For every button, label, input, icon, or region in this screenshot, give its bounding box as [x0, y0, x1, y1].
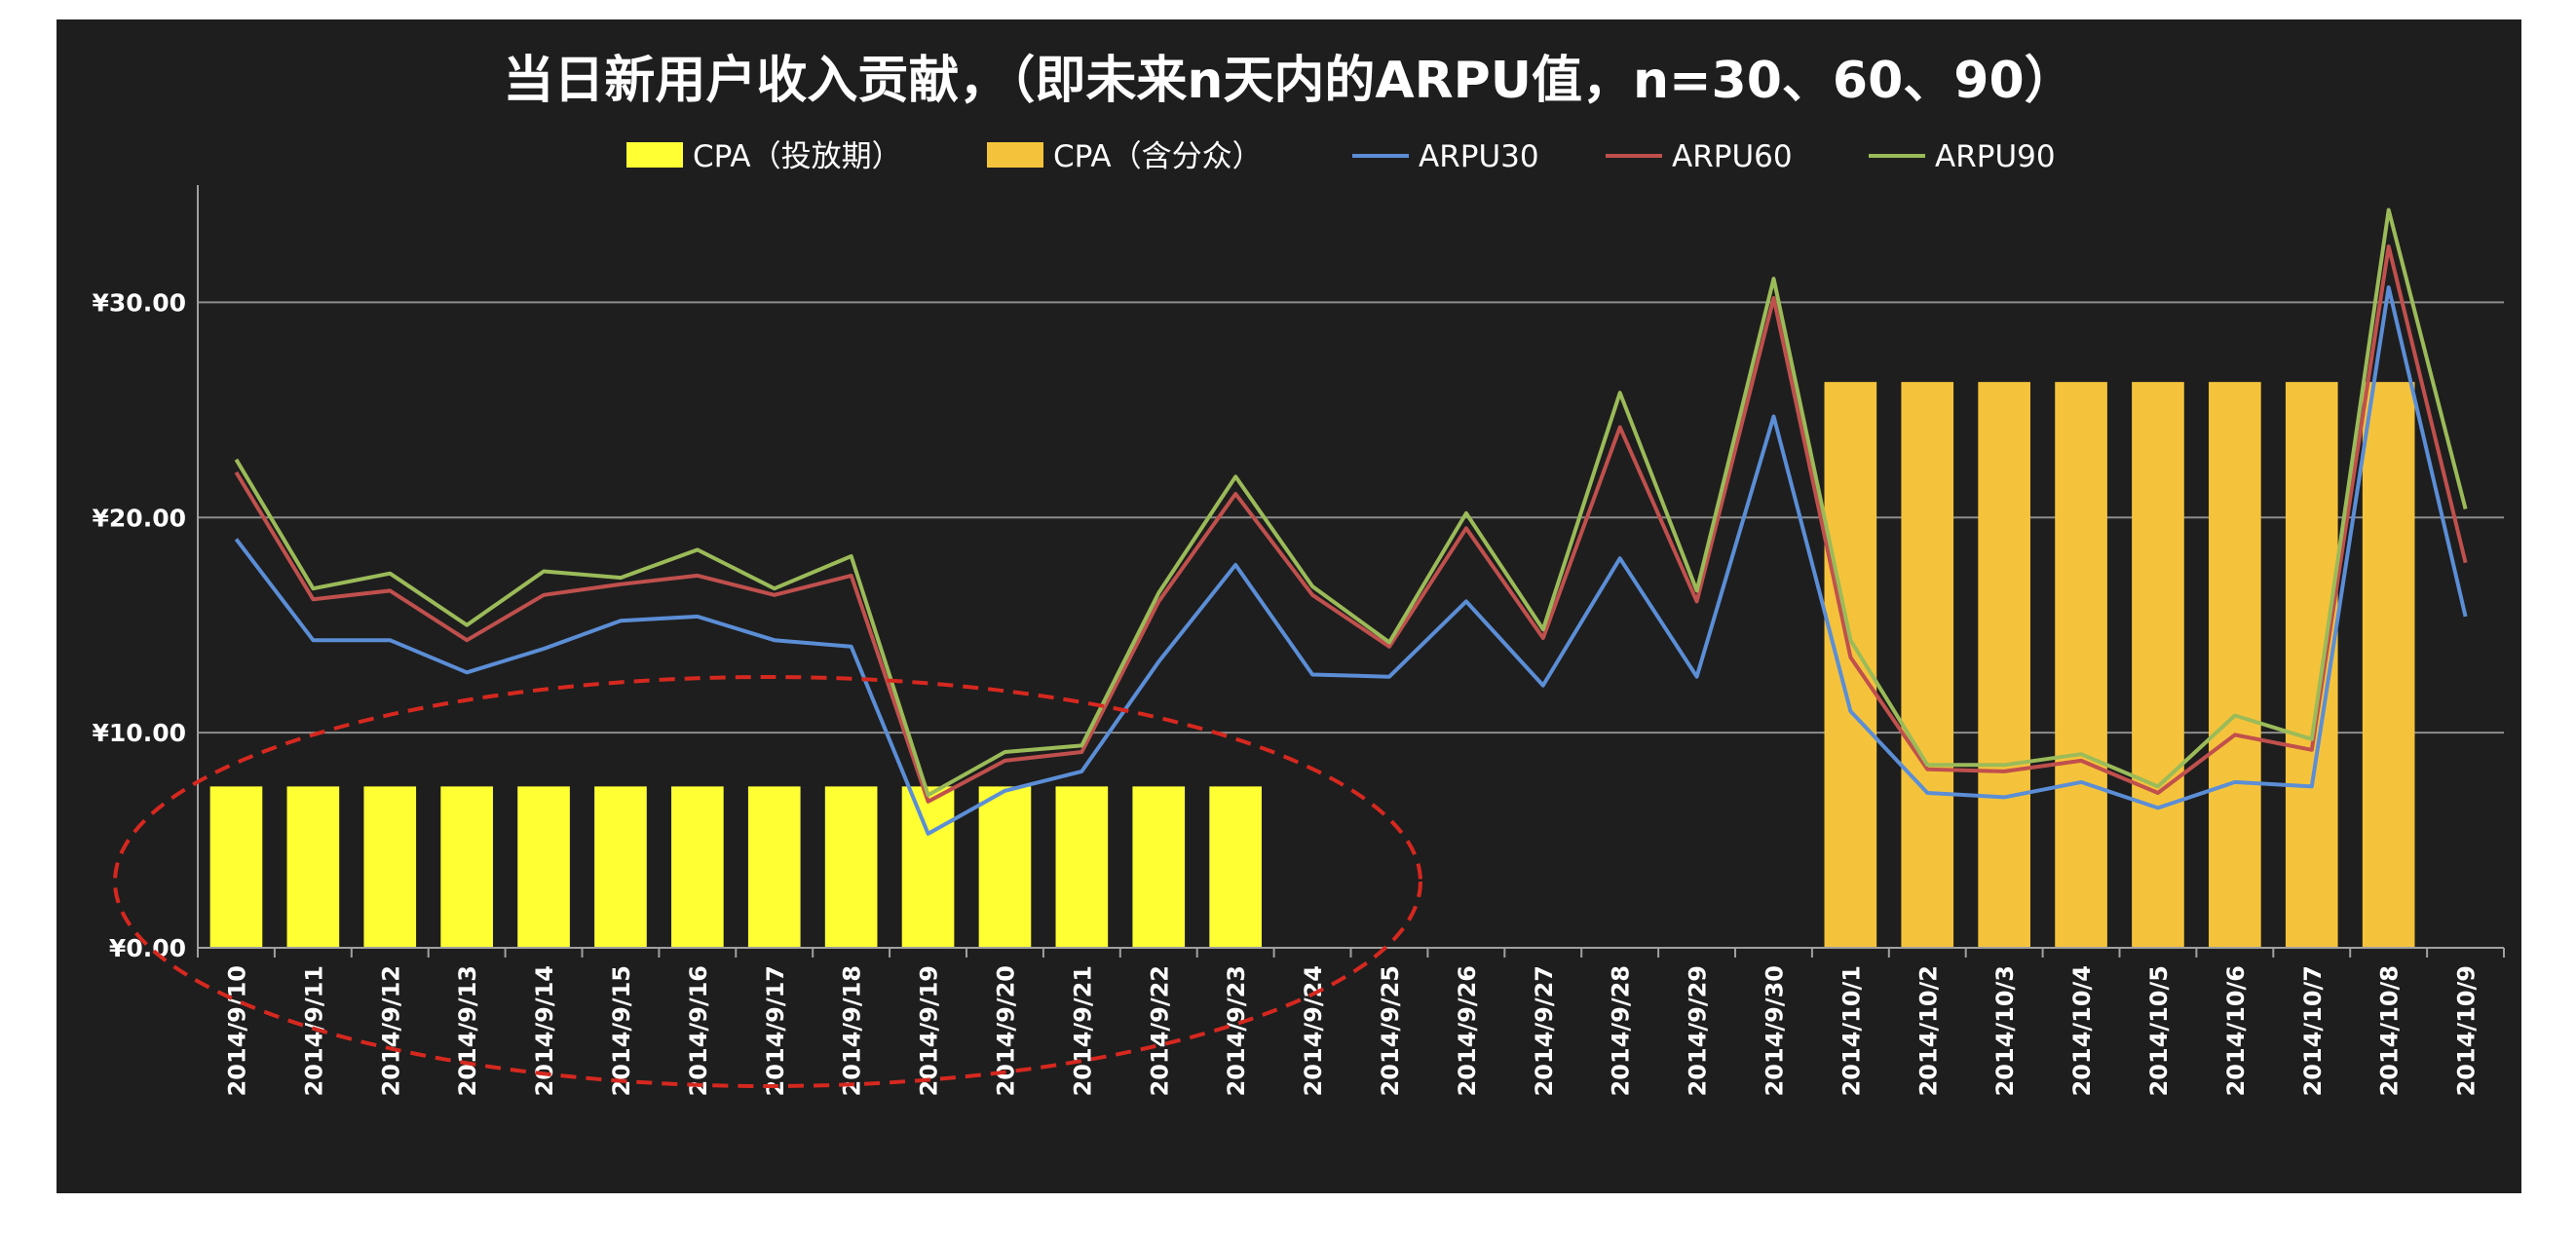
- y-tick-label: ¥30.00: [93, 288, 186, 317]
- x-tick-label: 2014/10/4: [2068, 965, 2096, 1096]
- bar: [1132, 786, 1186, 948]
- bar: [594, 786, 647, 948]
- x-tick-label: 2014/9/16: [685, 965, 712, 1096]
- annotation-layer: [113, 675, 1422, 1088]
- bar: [671, 786, 724, 948]
- y-tick-label: ¥20.00: [93, 504, 186, 532]
- bar: [2362, 382, 2415, 948]
- x-tick-label: 2014/9/21: [1069, 965, 1096, 1096]
- y-tick-label: ¥0.00: [109, 934, 186, 962]
- bar: [747, 786, 801, 948]
- series-lines: [234, 207, 2468, 836]
- legend-label: CPA（含分众）: [1053, 139, 1263, 174]
- legend-label: ARPU60: [1672, 139, 1793, 174]
- y-axis-ticks: ¥0.00 ¥10.00 ¥20.00 ¥30.00: [93, 288, 186, 962]
- x-tick-label: 2014/10/7: [2299, 965, 2327, 1096]
- bar: [2132, 382, 2184, 948]
- annotation-ellipse: [113, 675, 1422, 1088]
- x-tick-label: 2014/10/9: [2453, 965, 2481, 1096]
- bar: [440, 786, 493, 948]
- series-line: [234, 244, 2468, 804]
- x-tick-label: 2014/10/2: [1914, 965, 1942, 1096]
- x-tick-label: 2014/10/3: [1991, 965, 2019, 1096]
- series-line: [234, 285, 2468, 836]
- x-tick-label: 2014/9/24: [1300, 965, 1327, 1096]
- x-tick-label: 2014/9/30: [1761, 965, 1788, 1096]
- x-tick-label: 2014/9/17: [762, 965, 789, 1096]
- x-tick-label: 2014/9/26: [1454, 965, 1481, 1096]
- x-tick-label: 2014/9/22: [1146, 965, 1173, 1096]
- bar: [2055, 382, 2107, 948]
- x-tick-label: 2014/9/13: [454, 965, 481, 1096]
- x-tick-label: 2014/10/8: [2376, 965, 2404, 1096]
- bar: [1901, 382, 1954, 948]
- chart-frame: 当日新用户收入贡献，（即未来n天内的ARPU值，n=30、60、90） CPA（…: [57, 19, 2521, 1193]
- bar: [824, 786, 878, 948]
- x-tick-label: 2014/10/1: [1837, 965, 1865, 1096]
- bar: [2209, 382, 2261, 948]
- legend-label: ARPU30: [1419, 139, 1539, 174]
- x-tick-label: 2014/9/15: [608, 965, 635, 1096]
- bar: [363, 786, 417, 948]
- x-tick-label: 2014/10/6: [2222, 965, 2250, 1096]
- legend-label: CPA（投放期）: [693, 139, 902, 174]
- axes: [197, 185, 2505, 958]
- bar: [978, 786, 1032, 948]
- x-tick-label: 2014/9/19: [916, 965, 943, 1096]
- x-tick-label: 2014/9/23: [1223, 965, 1250, 1096]
- chart-title: 当日新用户收入贡献，（即未来n天内的ARPU值，n=30、60、90）: [503, 52, 2074, 110]
- x-axis-ticks: 2014/9/10 2014/9/11 2014/9/12 2014/9/13 2014…: [223, 965, 2480, 1096]
- legend-label: ARPU90: [1935, 139, 2056, 174]
- legend: CPA（投放期） CPA（含分众） ARPU30 ARPU60 ARPU90: [626, 139, 2056, 174]
- bar: [517, 786, 570, 948]
- x-tick-label: 2014/9/18: [839, 965, 866, 1096]
- bar: [1978, 382, 2030, 948]
- bar: [286, 786, 340, 948]
- legend-swatch: [626, 142, 683, 168]
- series-line: [234, 207, 2468, 798]
- bars: [209, 382, 2415, 948]
- x-tick-label: 2014/9/27: [1531, 965, 1558, 1096]
- y-tick-label: ¥10.00: [93, 719, 186, 747]
- x-tick-label: 2014/9/12: [377, 965, 404, 1096]
- bar: [1055, 786, 1109, 948]
- x-tick-label: 2014/9/28: [1608, 965, 1635, 1096]
- x-tick-label: 2014/9/10: [223, 965, 250, 1096]
- bar: [209, 786, 263, 948]
- x-tick-label: 2014/10/5: [2145, 965, 2173, 1096]
- chart-canvas: 当日新用户收入贡献，（即未来n天内的ARPU值，n=30、60、90） CPA（…: [93, 52, 2505, 1096]
- x-tick-label: 2014/9/20: [992, 965, 1019, 1096]
- x-tick-label: 2014/9/25: [1377, 965, 1404, 1096]
- legend-swatch: [987, 142, 1043, 168]
- gridlines: [198, 301, 2504, 734]
- x-tick-label: 2014/9/29: [1685, 965, 1712, 1096]
- x-tick-label: 2014/9/14: [531, 965, 558, 1096]
- bar: [901, 786, 955, 948]
- bar: [1824, 382, 1877, 948]
- bar: [1209, 786, 1262, 948]
